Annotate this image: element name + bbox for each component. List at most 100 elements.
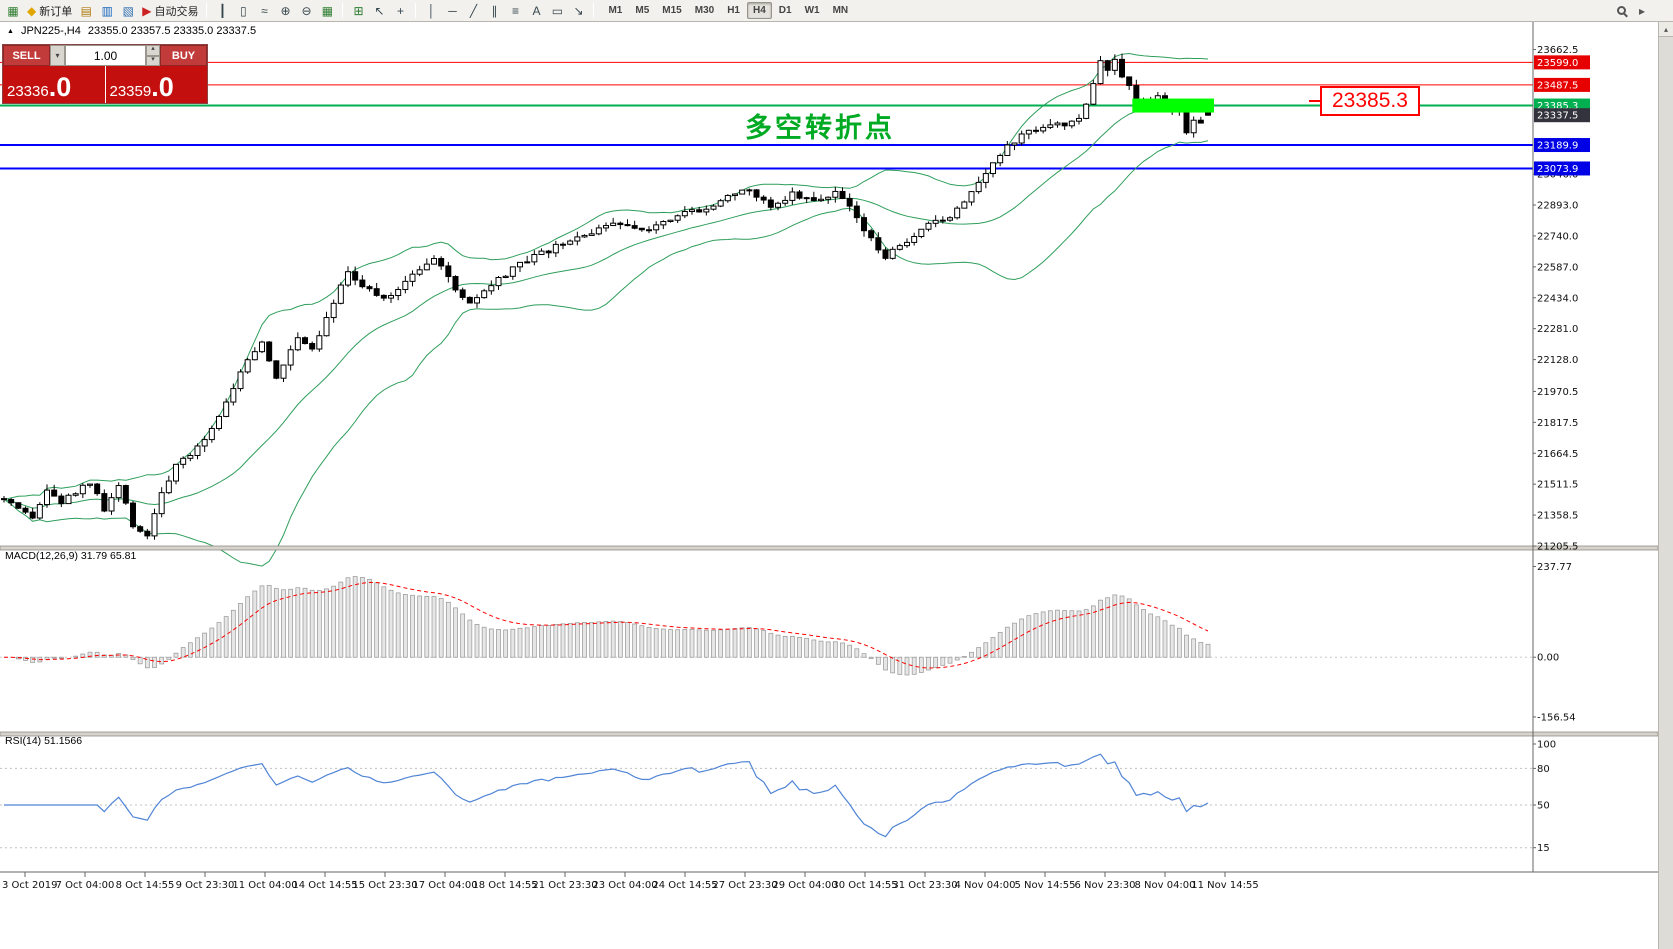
text-label-button[interactable]: ▭ — [547, 1, 567, 21]
svg-text:31 Oct 23:30: 31 Oct 23:30 — [892, 880, 957, 891]
timeframe-h4-button[interactable]: H4 — [746, 2, 772, 19]
fibonacci-icon: ≡ — [511, 3, 519, 18]
buy-price-main: 23359 — [109, 83, 152, 100]
svg-text:24 Oct 14:55: 24 Oct 14:55 — [652, 880, 717, 891]
svg-text:0.00: 0.00 — [1537, 653, 1559, 664]
profiles-button[interactable]: ▤ — [76, 1, 96, 21]
sell-price-main: 23336 — [7, 83, 49, 100]
one-click-trading-panel: SELL ▾ ▴▾ BUY 23336.0 23359.0 — [2, 44, 208, 104]
svg-text:22740.0: 22740.0 — [1537, 231, 1578, 242]
spinner-up-icon[interactable]: ▴ — [146, 45, 160, 56]
panel-splitter[interactable] — [0, 731, 1659, 737]
svg-text:27 Oct 23:30: 27 Oct 23:30 — [712, 880, 777, 891]
timeframe-m30-button[interactable]: M30 — [694, 5, 715, 16]
panel-frame — [0, 22, 1659, 873]
ohlc-values: 23355.0 23357.5 23335.0 23337.5 — [87, 25, 257, 37]
timeframe-mn-button[interactable]: MN — [832, 5, 849, 16]
svg-text:-156.54: -156.54 — [1537, 712, 1576, 723]
svg-text:30 Oct 14:55: 30 Oct 14:55 — [832, 880, 897, 891]
timeframe-m1-button[interactable]: M1 — [608, 5, 623, 16]
navigator-icon: ▧ — [122, 3, 134, 18]
cursor-button[interactable]: ↖ — [369, 1, 389, 21]
volume-input[interactable] — [65, 45, 146, 66]
svg-text:7 Oct 04:00: 7 Oct 04:00 — [56, 880, 115, 891]
candle-chart-button[interactable]: ▯ — [233, 1, 253, 21]
text-button[interactable]: A — [526, 1, 546, 21]
autotrading-button[interactable]: ▶ 自动交易 — [139, 1, 201, 21]
trendline-button[interactable]: ╱ — [463, 1, 483, 21]
spinner-down-icon[interactable]: ▾ — [146, 55, 160, 66]
svg-text:21511.5: 21511.5 — [1537, 480, 1578, 491]
sell-price[interactable]: 23336.0 — [3, 66, 105, 103]
toolbar-separator — [593, 3, 595, 18]
arrow-objects-button[interactable]: ↘ — [568, 1, 588, 21]
market-watch-button[interactable]: ▥ — [97, 1, 117, 21]
highlight-zone[interactable] — [1132, 98, 1214, 113]
zoom-out-button[interactable]: ⊖ — [296, 1, 316, 21]
text-icon: A — [532, 3, 541, 18]
svg-text:22893.0: 22893.0 — [1537, 201, 1578, 212]
vertical-scrollbar[interactable]: ▴ — [1658, 22, 1673, 949]
timeframe-w1-button[interactable]: W1 — [804, 5, 820, 16]
horizontal-line-icon: ─ — [448, 3, 457, 18]
navigator-button[interactable]: ▧ — [118, 1, 138, 21]
svg-text:23599.0: 23599.0 — [1537, 58, 1578, 69]
zoom-in-icon: ⊕ — [280, 3, 291, 18]
fibonacci-button[interactable]: ≡ — [505, 1, 525, 21]
svg-text:18 Oct 14:55: 18 Oct 14:55 — [472, 880, 537, 891]
text-label-icon: ▭ — [551, 3, 564, 18]
turning-point-annotation[interactable]: 多空转折点 — [745, 113, 895, 143]
app-menu-button[interactable]: ▦ — [3, 1, 23, 21]
scrollbar-up-icon[interactable]: ▴ — [1659, 22, 1673, 37]
panel-splitter[interactable] — [0, 545, 1659, 551]
toolbar-separator — [342, 3, 344, 18]
price-callout[interactable]: 23385.3 — [1309, 86, 1420, 116]
bar-chart-icon: ┃ — [218, 3, 227, 18]
toolbar-right-group: ▸ — [1611, 1, 1652, 21]
line-chart-button[interactable]: ≈ — [254, 1, 274, 21]
buy-price[interactable]: 23359.0 — [105, 66, 207, 103]
timeframe-m5-button[interactable]: M5 — [635, 5, 650, 16]
timeframe-m15-button[interactable]: M15 — [662, 5, 682, 16]
svg-text:21 Oct 23:30: 21 Oct 23:30 — [532, 880, 597, 891]
search-button[interactable] — [1611, 1, 1631, 21]
timeframe-h1-button[interactable]: H1 — [727, 5, 740, 16]
svg-text:50: 50 — [1537, 801, 1550, 812]
svg-text:237.77: 237.77 — [1537, 562, 1572, 573]
svg-text:23662.5: 23662.5 — [1537, 45, 1578, 56]
tile-windows-button[interactable]: ▦ — [317, 1, 337, 21]
svg-text:11 Nov 14:55: 11 Nov 14:55 — [1191, 880, 1258, 891]
svg-text:22587.0: 22587.0 — [1537, 262, 1578, 273]
svg-text:11 Oct 04:00: 11 Oct 04:00 — [232, 880, 297, 891]
svg-text:23073.9: 23073.9 — [1537, 164, 1578, 175]
new-order-button[interactable]: ◆ 新订单 — [24, 1, 75, 21]
app-menu-icon: ▦ — [7, 3, 19, 18]
next-window-button[interactable]: ▸ — [1632, 1, 1652, 21]
autotrading-label: 自动交易 — [154, 5, 199, 18]
bar-chart-button[interactable]: ┃ — [212, 1, 232, 21]
sell-button[interactable]: SELL — [3, 45, 50, 66]
indicators-icon: ⊞ — [353, 3, 364, 18]
volume-spinner[interactable]: ▴ ▾ — [146, 45, 160, 66]
svg-text:5 Nov 14:55: 5 Nov 14:55 — [1014, 880, 1075, 891]
equidistant-channel-button[interactable]: ∥ — [484, 1, 504, 21]
crosshair-button[interactable]: + — [390, 1, 410, 21]
price-label-23073.9 — [1534, 161, 1590, 176]
timeframe-d1-button[interactable]: D1 — [778, 5, 792, 16]
symbol-period-label: JPN225-,H4 — [20, 25, 81, 37]
svg-text:23189.9: 23189.9 — [1537, 141, 1578, 152]
vertical-line-button[interactable]: │ — [421, 1, 441, 21]
indicators-button[interactable]: ⊞ — [348, 1, 368, 21]
horizontal-line-objects[interactable] — [0, 61, 1533, 170]
volume-dropdown-button[interactable]: ▾ — [50, 45, 65, 66]
trade-panel-controls: SELL ▾ ▴▾ BUY — [3, 45, 207, 66]
chevron-down-icon: ▾ — [55, 51, 60, 60]
horizontal-line-button[interactable]: ─ — [442, 1, 462, 21]
svg-text:22128.0: 22128.0 — [1537, 355, 1578, 366]
zoom-in-button[interactable]: ⊕ — [275, 1, 295, 21]
buy-button[interactable]: BUY — [160, 45, 207, 66]
toolbar-separator — [415, 3, 417, 18]
search-icon — [1616, 6, 1626, 15]
